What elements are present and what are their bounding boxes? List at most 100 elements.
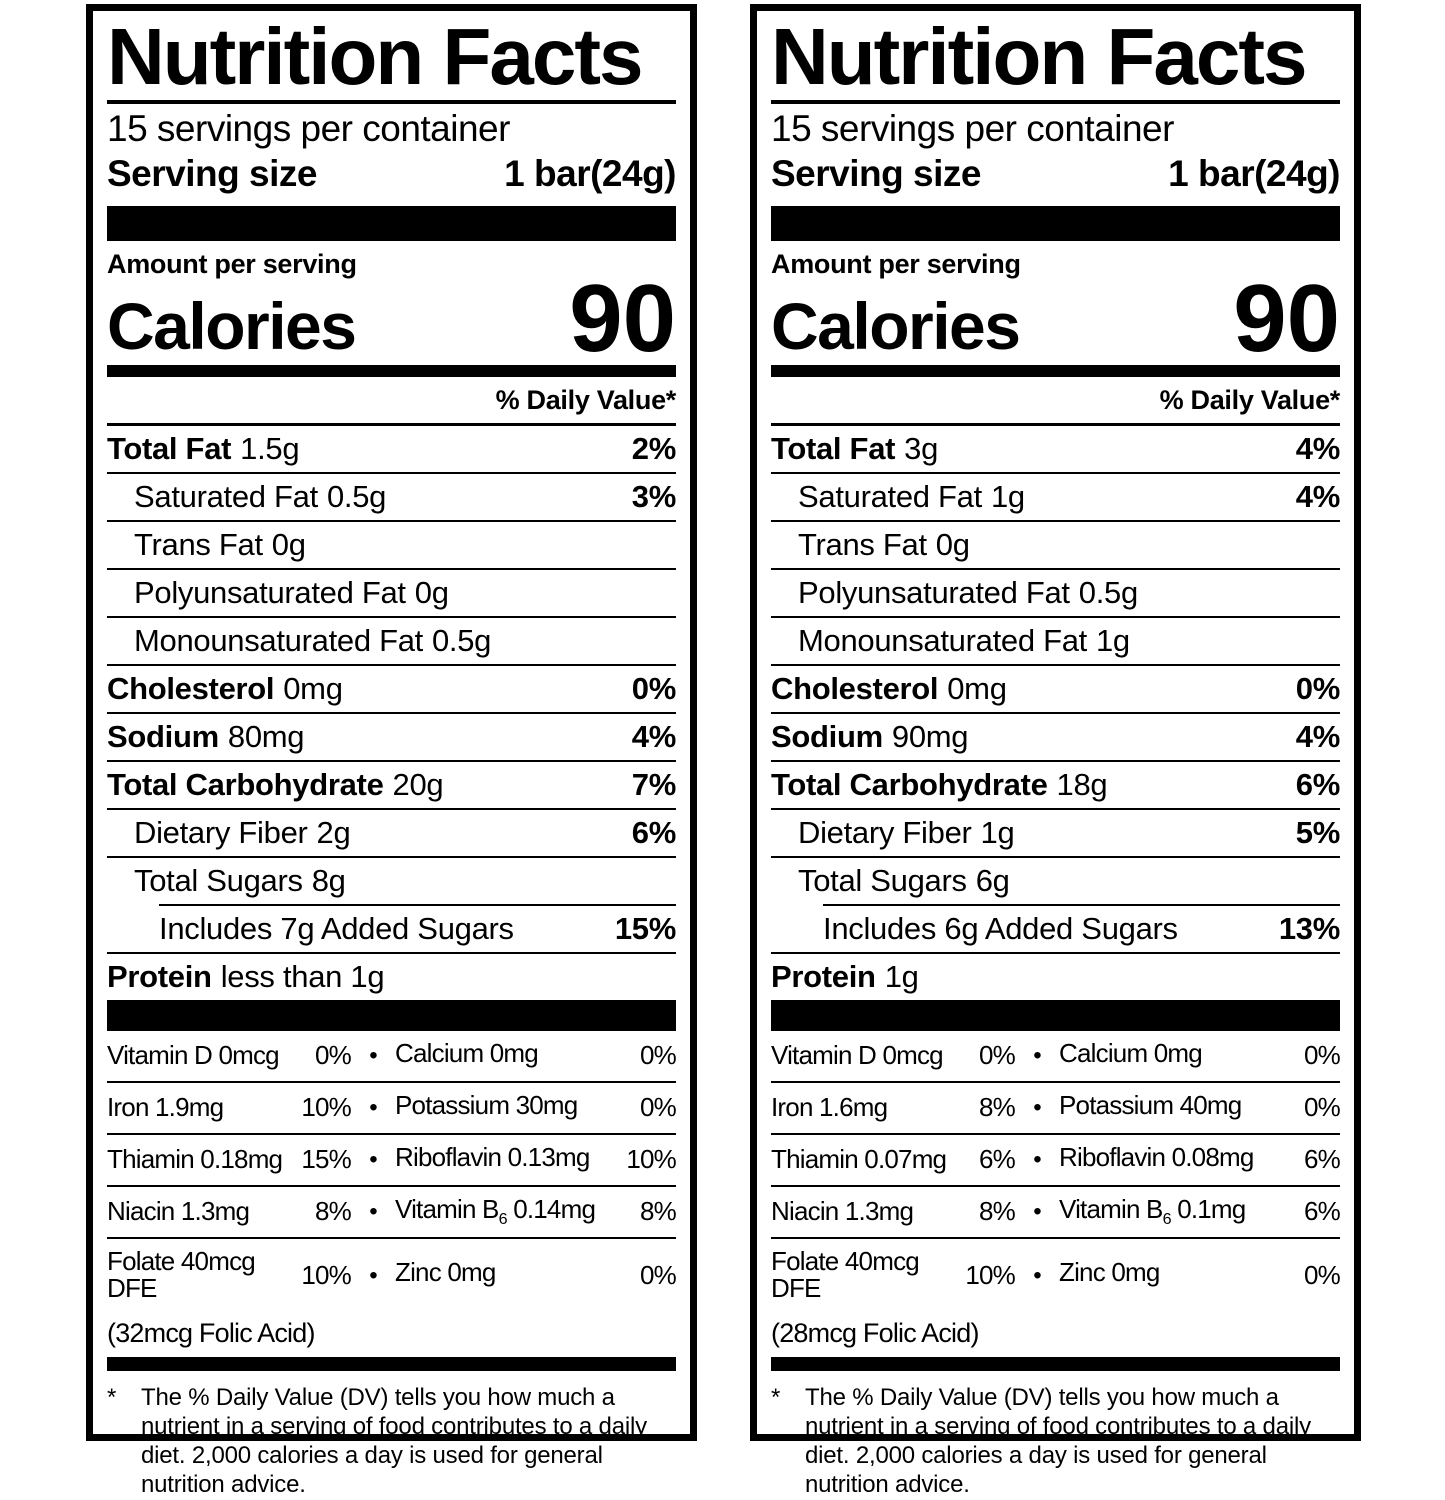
nutrient-name: Includes 6g Added Sugars (823, 910, 1178, 946)
vitamin-right-dv: 0% (1304, 1092, 1341, 1123)
nutrient-amount: 20g (392, 766, 444, 802)
vitamin-subscript: 6 (1162, 1210, 1172, 1229)
serving-size-value: 1 bar(24g) (1168, 152, 1340, 194)
vitamin-right-name-pre: Calcium 0mg (1059, 1037, 1203, 1068)
nutrient-amount: 0mg (947, 670, 1007, 706)
daily-value-footnote: * The % Daily Value (DV) tells you how m… (771, 1383, 1340, 1500)
serving-size-row: Serving size 1 bar(24g) (771, 153, 1340, 196)
folic-acid-note: (28mcg Folic Acid) (771, 1317, 979, 1348)
nutrient-row: Monounsaturated Fat 0.5g (107, 615, 676, 664)
nutrient-row: Total Fat 3g 4% (771, 426, 1340, 472)
vitamin-row: Folate 40mcg DFE 10% • Zinc 0mg 0% (771, 1236, 1341, 1312)
footnote-text: The % Daily Value (DV) tells you how muc… (141, 1383, 647, 1499)
nutrient-row: Includes 7g Added Sugars 15% (159, 903, 676, 952)
nutrition-facts-label: Nutrition Facts 15 servings per containe… (750, 4, 1361, 1498)
nutrient-name: Protein (771, 958, 876, 994)
separator-bar-medium (771, 364, 1340, 377)
folic-acid-note: (32mcg Folic Acid) (107, 1317, 315, 1348)
nutrient-amount: 8g (311, 862, 346, 898)
vitamin-right-name: Potassium 40mg (1059, 1091, 1276, 1124)
bullet-separator-icon: • (1033, 1146, 1041, 1174)
vitamin-right-dv: 10% (626, 1144, 676, 1175)
nutrient-row: Cholesterol 0mg 0% (107, 663, 676, 712)
nutrient-name: Sodium (771, 718, 883, 754)
vitamin-left-name: Iron 1.6mg (771, 1092, 888, 1123)
nutrient-row: Trans Fat 0g (771, 519, 1340, 568)
vitamin-row: Iron 1.9mg 10% • Potassium 30mg 0% (107, 1080, 677, 1133)
vitamin-right-name-post: 0.1mg (1170, 1193, 1246, 1224)
footnote-text: The % Daily Value (DV) tells you how muc… (805, 1383, 1311, 1499)
nutrient-row: Cholesterol 0mg 0% (771, 663, 1340, 712)
vitamin-right-dv: 0% (1304, 1259, 1341, 1290)
bullet-separator-icon: • (1033, 1041, 1041, 1069)
vitamin-row: Folate 40mcg DFE 10% • Zinc 0mg 0% (107, 1236, 677, 1312)
bullet-separator-icon: • (1033, 1094, 1041, 1122)
vitamin-right-name-pre: Vitamin B (1059, 1193, 1163, 1224)
nutrient-row: Total Carbohydrate 18g 6% (771, 759, 1340, 808)
separator-bar-thick (107, 205, 676, 241)
nutrient-row: Total Sugars 6g (771, 855, 1340, 904)
vitamin-right-dv: 0% (640, 1259, 677, 1290)
vitamin-row: Niacin 1.3mg 8% • Vitamin B6 0.14mg 8% (107, 1184, 677, 1237)
bullet-separator-icon: • (369, 1198, 377, 1226)
amount-per-serving-label: Amount per serving (107, 248, 357, 279)
nutrient-name: Polyunsaturated Fat (798, 574, 1070, 610)
calories-row: Calories 90 (107, 264, 676, 372)
nutrient-row: Monounsaturated Fat 1g (771, 615, 1340, 664)
separator-bar-footnote (107, 1356, 676, 1371)
vitamin-left-dv: 8% (315, 1196, 352, 1227)
vitamin-right-dv: 8% (640, 1196, 677, 1227)
nutrient-name: Total Carbohydrate (771, 766, 1048, 802)
vitamin-rows: Vitamin D 0mcg 0% • Calcium 0mg 0% Iron … (771, 1031, 1341, 1312)
nutrient-amount: 1g (884, 958, 919, 994)
servings-per-container: 15 servings per container (107, 108, 510, 149)
bullet-separator-icon: • (1033, 1261, 1041, 1289)
label-title: Nutrition Facts (107, 17, 676, 104)
vitamin-right-name-post: 0.14mg (506, 1193, 596, 1224)
daily-value-header: % Daily Value* (107, 377, 676, 426)
vitamin-left-dv: 6% (979, 1144, 1016, 1175)
vitamin-right-dv: 6% (1304, 1144, 1341, 1175)
amount-per-serving-label: Amount per serving (771, 248, 1021, 279)
nutrient-name: Trans Fat (798, 526, 927, 562)
nutrient-name: Dietary Fiber (134, 814, 308, 850)
vitamin-right-name-pre: Calcium 0mg (395, 1037, 539, 1068)
vitamin-right-name: Vitamin B6 0.14mg (395, 1193, 612, 1229)
nutrient-row: Protein 1g (771, 951, 1340, 1000)
nutrient-daily-value: 4% (631, 718, 677, 754)
serving-size-label: Serving size (107, 152, 317, 194)
bullet-separator-icon: • (369, 1146, 377, 1174)
nutrient-row: Total Fat 1.5g 2% (107, 426, 676, 472)
vitamin-left-dv: 8% (979, 1196, 1016, 1227)
nutrient-name: Cholesterol (107, 670, 275, 706)
nutrient-daily-value: 4% (1295, 718, 1341, 754)
vitamin-right-dv: 0% (1304, 1039, 1341, 1070)
nutrient-amount: 1g (990, 478, 1025, 514)
nutrient-daily-value: 15% (614, 910, 676, 946)
vitamin-left-dv: 0% (315, 1039, 352, 1070)
calories-label: Calories (107, 288, 357, 363)
daily-value-header: % Daily Value* (771, 377, 1340, 426)
vitamin-right-name: Riboflavin 0.08mg (1059, 1143, 1276, 1176)
nutrient-name: Trans Fat (134, 526, 263, 562)
vitamin-right-name: Riboflavin 0.13mg (395, 1143, 612, 1176)
vitamin-right-name-pre: Potassium 30mg (395, 1089, 578, 1120)
nutrient-daily-value: 13% (1278, 910, 1340, 946)
nutrient-amount: 0mg (283, 670, 343, 706)
vitamin-left-dv: 10% (965, 1259, 1015, 1290)
nutrient-row: Polyunsaturated Fat 0g (107, 567, 676, 616)
vitamin-row: Thiamin 0.18mg 15% • Riboflavin 0.13mg 1… (107, 1132, 677, 1185)
vitamin-right-name-pre: Zinc 0mg (1059, 1257, 1160, 1288)
calories-label: Calories (771, 288, 1021, 363)
nutrient-row: Dietary Fiber 2g 6% (107, 807, 676, 856)
nutrient-daily-value: 2% (631, 430, 677, 466)
calories-value: 90 (569, 264, 676, 372)
nutrient-row: Dietary Fiber 1g 5% (771, 807, 1340, 856)
vitamin-row: Iron 1.6mg 8% • Potassium 40mg 0% (771, 1080, 1341, 1133)
calories-value: 90 (1233, 264, 1340, 372)
nutrient-name: Total Sugars (798, 862, 967, 898)
bullet-separator-icon: • (369, 1261, 377, 1289)
separator-bar-medium (107, 364, 676, 377)
nutrient-amount: 0g (935, 526, 970, 562)
vitamin-subscript: 6 (498, 1210, 508, 1229)
